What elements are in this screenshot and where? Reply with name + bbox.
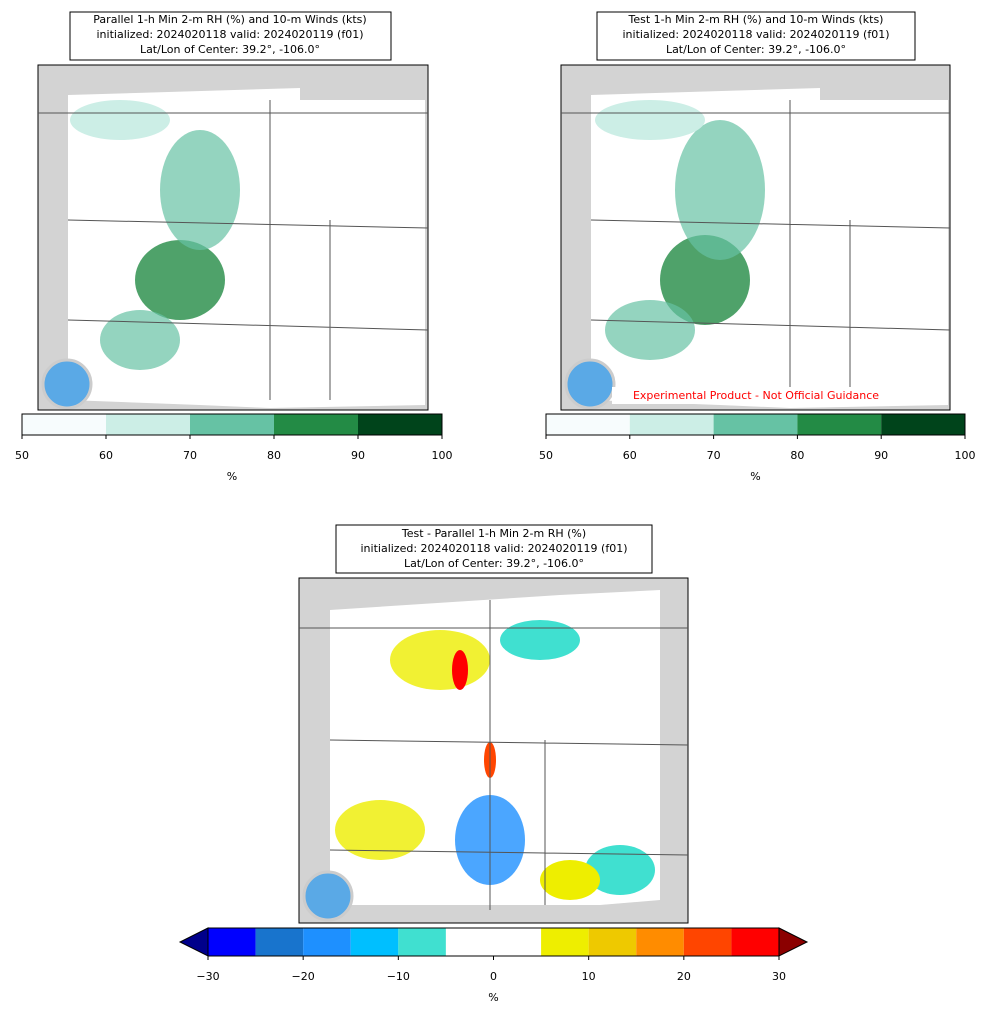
title-box bbox=[335, 524, 653, 574]
colorbar-segment bbox=[274, 414, 358, 435]
map-panel-2 bbox=[560, 64, 951, 411]
colorbar-segment bbox=[546, 414, 630, 435]
colorbar-segment bbox=[190, 414, 274, 435]
colorbar-extend-low bbox=[178, 927, 209, 957]
colorbar-tick-label: 30 bbox=[772, 970, 786, 983]
watermark: Experimental Product - Not Official Guid… bbox=[633, 389, 879, 402]
colorbar-segment bbox=[22, 414, 106, 435]
colorbar-segment bbox=[255, 928, 304, 956]
colorbar-frame bbox=[21, 413, 443, 436]
panel-title: Lat/Lon of Center: 39.2°, -106.0° bbox=[404, 557, 584, 570]
panel-title: Test 1-h Min 2-m RH (%) and 10-m Winds (… bbox=[628, 13, 884, 26]
map-panel-1 bbox=[37, 64, 429, 411]
colorbar-label: % bbox=[227, 470, 237, 483]
colorbar-tick-label: 20 bbox=[677, 970, 691, 983]
colorbar-frame bbox=[545, 413, 966, 436]
panel-title: Parallel 1-h Min 2-m RH (%) and 10-m Win… bbox=[93, 13, 366, 26]
panel-title: initialized: 2024020118 valid: 202402011… bbox=[97, 28, 364, 41]
colorbar-tick-label: 10 bbox=[582, 970, 596, 983]
colorbar-segment bbox=[358, 414, 442, 435]
panel-title: initialized: 2024020118 valid: 202402011… bbox=[361, 542, 628, 555]
colorbar-tick-label: 50 bbox=[539, 449, 553, 462]
colorbar-tick-label: 0 bbox=[490, 970, 497, 983]
colorbar-extend-high bbox=[778, 927, 809, 957]
title-box bbox=[596, 11, 916, 61]
colorbar-tick-label: −30 bbox=[196, 970, 219, 983]
map-panel-3 bbox=[298, 577, 689, 924]
colorbar-tick-label: −10 bbox=[387, 970, 410, 983]
colorbar-tick-label: 100 bbox=[955, 449, 976, 462]
colorbar-segment bbox=[350, 928, 399, 956]
title-box bbox=[69, 11, 392, 61]
colorbar-tick-label: 50 bbox=[15, 449, 29, 462]
panel-title: initialized: 2024020118 valid: 202402011… bbox=[623, 28, 890, 41]
colorbar-tick-label: 90 bbox=[351, 449, 365, 462]
colorbar-segment bbox=[797, 414, 882, 435]
colorbar-segment bbox=[541, 928, 589, 956]
colorbar-tick-label: −20 bbox=[292, 970, 315, 983]
panel-title: Test - Parallel 1-h Min 2-m RH (%) bbox=[401, 527, 586, 540]
colorbar-segment bbox=[303, 928, 351, 956]
colorbar-label: % bbox=[488, 991, 498, 1004]
colorbar-segment bbox=[713, 414, 798, 435]
colorbar-segment bbox=[683, 928, 732, 956]
colorbar-tick-label: 90 bbox=[874, 449, 888, 462]
colorbar-tick-label: 60 bbox=[623, 449, 637, 462]
colorbar-tick-label: 70 bbox=[183, 449, 197, 462]
colorbar-tick-label: 100 bbox=[432, 449, 453, 462]
colorbar-segment bbox=[588, 928, 637, 956]
colorbar-segment bbox=[629, 414, 714, 435]
panel-title: Lat/Lon of Center: 39.2°, -106.0° bbox=[140, 43, 320, 56]
panel-title: Lat/Lon of Center: 39.2°, -106.0° bbox=[666, 43, 846, 56]
colorbar-segment bbox=[106, 414, 190, 435]
colorbar-segment bbox=[208, 928, 256, 956]
colorbar-tick-label: 70 bbox=[707, 449, 721, 462]
colorbar-segment bbox=[398, 928, 446, 956]
colorbar-segment bbox=[731, 928, 779, 956]
colorbar-tick-label: 80 bbox=[267, 449, 281, 462]
colorbar-segment bbox=[636, 928, 684, 956]
colorbar-tick-label: 80 bbox=[790, 449, 804, 462]
colorbar-label: % bbox=[750, 470, 760, 483]
colorbar-tick-label: 60 bbox=[99, 449, 113, 462]
colorbar-segment bbox=[881, 414, 965, 435]
colorbar-segment bbox=[445, 928, 542, 956]
